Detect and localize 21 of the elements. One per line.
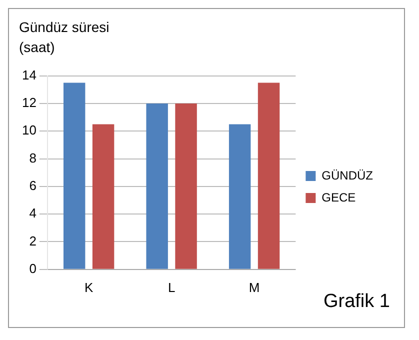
legend-label: GECE (322, 190, 356, 204)
bar (63, 82, 86, 269)
bar (228, 124, 251, 269)
y-tick-label: 10 (22, 122, 36, 138)
y-tick-label: 6 (29, 178, 36, 194)
text: Grafik 1 (323, 291, 390, 313)
bar (175, 103, 197, 269)
bar (146, 103, 168, 269)
y-tick-label: 14 (22, 67, 36, 82)
legend-label: GÜNDÜZ (322, 168, 373, 182)
bar (92, 124, 114, 269)
x-tick-label: K (84, 280, 94, 295)
y-tick-label: 2 (29, 233, 36, 248)
y-tick-label: 12 (22, 95, 36, 110)
y-tick-label: 4 (29, 206, 36, 221)
y-tick-label: 0 (29, 260, 36, 276)
x-tick-label: L (168, 280, 176, 295)
x-tick-label: M (248, 280, 260, 295)
y-tick-label: 8 (29, 150, 36, 166)
y-axis-title: Gündüz süresi (saat) (19, 18, 110, 57)
bar (258, 82, 280, 269)
